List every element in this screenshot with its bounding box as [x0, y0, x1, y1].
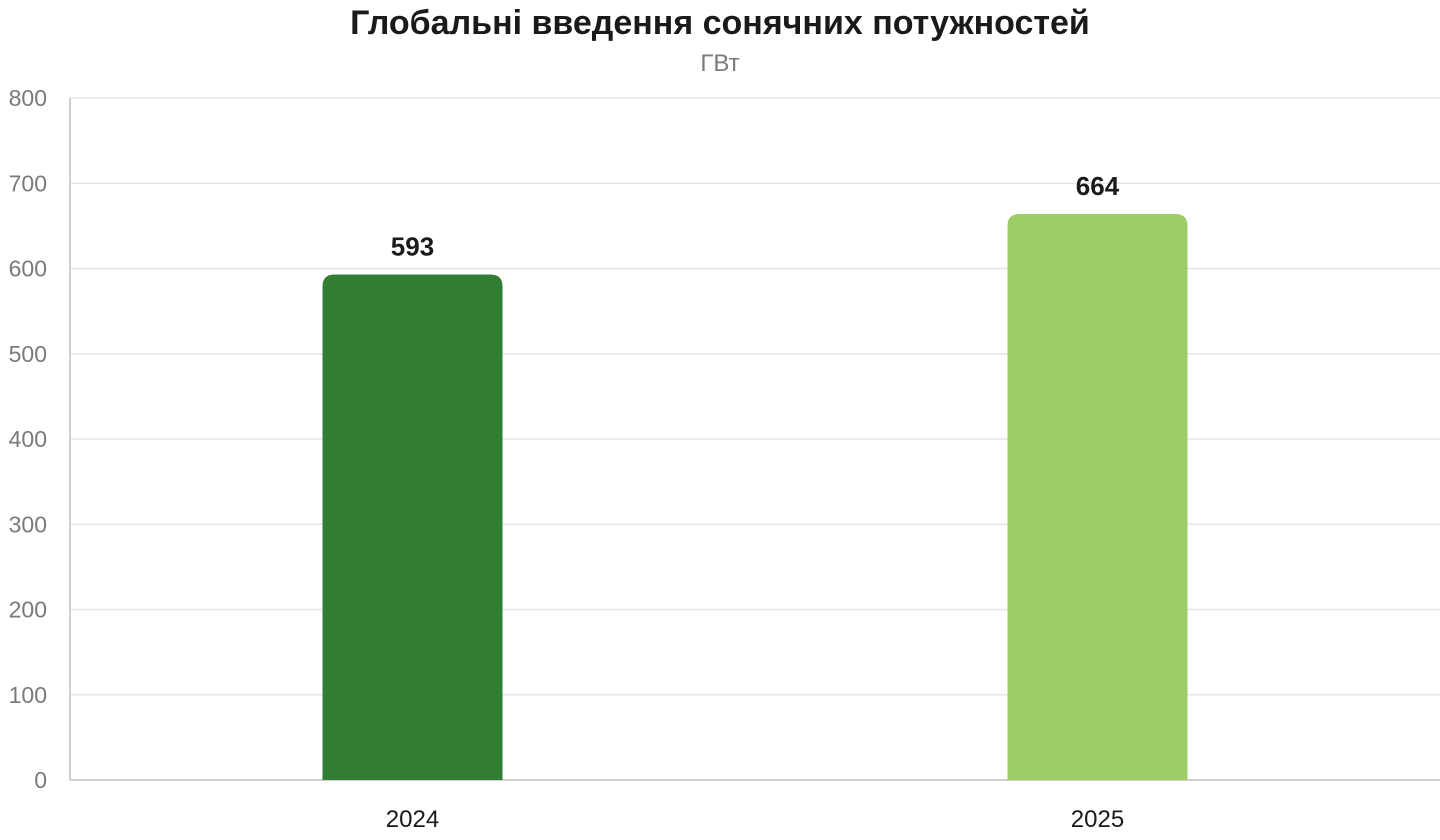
chart-subtitle: ГВт — [700, 50, 739, 77]
chart-title: Глобальні введення сонячних потужностей — [350, 4, 1090, 42]
bar-2025 — [1007, 213, 1188, 780]
y-tick-label: 100 — [9, 682, 47, 708]
x-tick-label-2025: 2025 — [1071, 806, 1124, 833]
y-axis: 0 100 200 300 400 500 600 700 800 — [9, 85, 47, 793]
y-tick-label: 700 — [9, 170, 47, 196]
x-axis: 2024 2025 — [386, 806, 1124, 833]
y-tick-label: 500 — [9, 341, 47, 367]
y-tick-label: 200 — [9, 597, 47, 623]
bar-2024 — [322, 274, 503, 780]
y-tick-label: 800 — [9, 85, 47, 111]
data-label-2024: 593 — [391, 231, 434, 261]
x-tick-label-2024: 2024 — [386, 806, 439, 833]
y-tick-label: 0 — [34, 767, 47, 793]
y-tick-label: 300 — [9, 511, 47, 537]
data-label-2025: 664 — [1076, 171, 1120, 201]
y-tick-label: 400 — [9, 426, 47, 452]
y-tick-label: 600 — [9, 256, 47, 282]
bars — [322, 213, 1188, 780]
gridlines — [69, 97, 1440, 781]
data-labels: 593 664 — [391, 171, 1120, 262]
